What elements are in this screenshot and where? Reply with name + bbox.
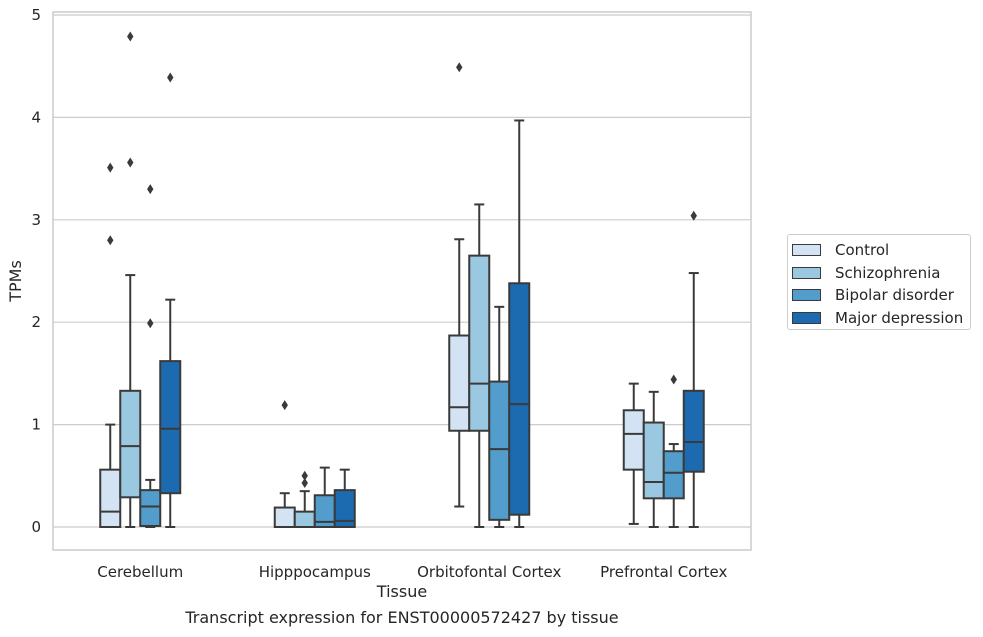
outlier-point <box>147 318 154 329</box>
legend-swatch <box>792 266 821 279</box>
legend-label: Schizophrenia <box>835 263 941 282</box>
outlier-point <box>107 235 114 246</box>
y-tick-label: 5 <box>31 6 41 24</box>
box-body <box>293 510 316 529</box>
outlier-point <box>281 400 288 411</box>
legend-swatch <box>792 244 821 257</box>
box-body <box>642 421 665 500</box>
box-schizophrenia <box>468 203 491 528</box>
x-tick-label: Orbitofontal Cortex <box>417 563 561 581</box>
x-tick-labels: Cerebellum Hipppocampus Orbitofontal Corte… <box>97 563 727 581</box>
outlier-point <box>456 62 463 73</box>
box-body <box>468 254 491 432</box>
legend-item: Schizophrenia <box>792 262 970 285</box>
legend-swatch <box>792 311 821 324</box>
box-body <box>333 489 356 528</box>
y-tick-label: 0 <box>31 518 41 536</box>
legend-swatch <box>792 289 821 302</box>
legend-item: Bipolar disorder <box>792 284 970 307</box>
box-body <box>99 468 122 529</box>
box-body <box>662 450 685 500</box>
box-body <box>119 389 142 499</box>
legend-label: Control <box>835 241 890 260</box>
outlier-point <box>127 157 134 168</box>
box-major-depression <box>682 210 705 528</box>
box-body <box>622 409 645 471</box>
box-bipolar-disorder <box>139 184 162 528</box>
outlier-point <box>301 470 308 481</box>
box-control <box>448 62 471 508</box>
box-schizophrenia <box>293 470 316 529</box>
y-tick-label: 3 <box>31 211 41 229</box>
x-tick-label: Hipppocampus <box>259 563 371 581</box>
outlier-point <box>690 210 697 221</box>
box-control <box>99 162 122 529</box>
x-axis-label: Tissue <box>376 582 427 601</box>
box-bipolar-disorder <box>313 466 336 529</box>
x-tick-label: Prefrontal Cortex <box>600 563 727 581</box>
legend: Control Schizophrenia Bipolar disorder Majo… <box>787 234 971 330</box>
outlier-point <box>127 31 134 42</box>
box-body <box>682 389 705 473</box>
legend-label: Major depression <box>835 308 964 327</box>
box-major-depression <box>508 119 531 528</box>
outlier-point <box>147 184 154 195</box>
box-body <box>448 334 471 432</box>
box-schizophrenia <box>119 31 142 528</box>
box-body <box>139 489 162 527</box>
outlier-point <box>670 374 677 385</box>
outlier-point <box>167 72 174 83</box>
y-tick-label: 4 <box>31 108 41 126</box>
legend-item: Major depression <box>792 307 970 330</box>
box-body <box>273 506 296 529</box>
box-schizophrenia <box>642 390 665 528</box>
box-body <box>488 380 511 521</box>
y-tick-label: 2 <box>31 313 41 331</box>
outlier-point <box>107 162 114 173</box>
box-bipolar-disorder <box>662 374 685 528</box>
outlier-point <box>301 477 308 488</box>
legend-item: Control <box>792 239 970 262</box>
plot-area <box>52 11 752 551</box>
legend-label: Bipolar disorder <box>835 286 954 305</box>
box-major-depression <box>333 468 356 528</box>
chart-title: Transcript expression for ENST0000057242… <box>184 608 618 627</box>
y-axis-label: TPMs <box>6 260 25 303</box>
box-bipolar-disorder <box>488 305 511 528</box>
box-body <box>508 282 531 516</box>
y-tick-labels: 0 1 2 3 4 5 <box>31 6 41 536</box>
box-series-layer <box>99 31 705 529</box>
box-control <box>273 400 296 529</box>
x-tick-label: Cerebellum <box>97 563 183 581</box>
y-tick-label: 1 <box>31 416 41 434</box>
box-body <box>159 360 182 495</box>
box-major-depression <box>159 72 182 528</box>
